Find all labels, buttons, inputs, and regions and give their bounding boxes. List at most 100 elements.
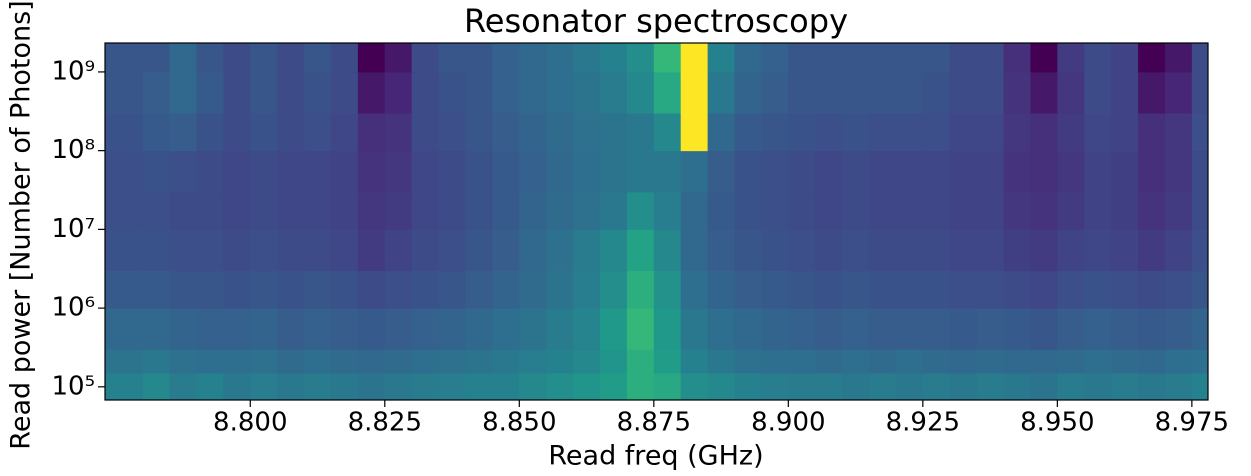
heatmap-cell (976, 270, 1005, 309)
heatmap-cell (1138, 349, 1166, 374)
heatmap-cell (250, 349, 278, 374)
heatmap-cell (1111, 113, 1139, 152)
heatmap-cell (142, 71, 171, 114)
heatmap-cell (277, 270, 305, 309)
heatmap-cell (976, 308, 1005, 350)
heatmap-cell (330, 270, 359, 309)
x-tick-label: 8.950 (1020, 408, 1094, 438)
heatmap-cell (357, 372, 386, 401)
heatmap-cell (869, 229, 897, 272)
heatmap-cell (949, 113, 978, 152)
y-tick-label: 10⁵ (51, 371, 95, 401)
heatmap-cell (438, 349, 466, 374)
heatmap-cell (1138, 191, 1166, 230)
heatmap-cell (1191, 270, 1209, 309)
heatmap-cell (869, 43, 897, 73)
heatmap-cell (922, 349, 951, 374)
heatmap-cell (869, 150, 897, 193)
heatmap-cell (734, 372, 762, 401)
heatmap-cell (105, 270, 144, 309)
heatmap-cell (1084, 308, 1112, 350)
heatmap-cell (680, 372, 709, 401)
heatmap-cell (384, 308, 413, 350)
heatmap-cell (680, 229, 709, 272)
heatmap-cell (842, 43, 870, 73)
heatmap-cell (761, 191, 789, 230)
heatmap-cell (277, 229, 305, 272)
heatmap-cell (734, 71, 762, 114)
heatmap-cell (788, 113, 816, 152)
heatmap-cell (357, 71, 386, 114)
heatmap-cell (492, 229, 520, 272)
heatmap-cell (1057, 270, 1085, 309)
heatmap-cell (223, 308, 251, 350)
heatmap-cell (519, 372, 547, 401)
heatmap-cell (223, 43, 251, 73)
heatmap-cell (626, 150, 655, 193)
heatmap-cell (1164, 229, 1193, 272)
heatmap-cell (815, 113, 843, 152)
heatmap-cell (761, 372, 789, 401)
heatmap-cell (976, 150, 1005, 193)
heatmap-cell (842, 349, 870, 374)
heatmap-cell (761, 43, 789, 73)
heatmap-cell (707, 71, 736, 114)
heatmap-cell (842, 71, 870, 114)
heatmap-cell (169, 270, 197, 309)
heatmap-cell (1084, 270, 1112, 309)
heatmap-cell (680, 43, 709, 73)
heatmap-cell (384, 43, 413, 73)
heatmap-cell (734, 349, 762, 374)
heatmap-cell (384, 349, 413, 374)
heatmap-cell (519, 229, 547, 272)
heatmap-cell (1111, 43, 1139, 73)
heatmap-cell (465, 372, 493, 401)
heatmap-cell (411, 270, 440, 309)
heatmap-cell (1191, 113, 1209, 152)
heatmap-cell (384, 113, 413, 152)
heatmap-cell (815, 349, 843, 374)
heatmap-cell (761, 113, 789, 152)
heatmap-cell (546, 229, 574, 272)
heatmap-cell (788, 43, 816, 73)
heatmap-cell (1030, 229, 1058, 272)
heatmap-cell (976, 229, 1005, 272)
heatmap-cell (546, 349, 574, 374)
heatmap-cell (869, 191, 897, 230)
heatmap-cell (169, 229, 197, 272)
heatmap-cell (1084, 349, 1112, 374)
heatmap-cell (411, 71, 440, 114)
heatmap-cell (519, 43, 547, 73)
heatmap-cell (600, 191, 628, 230)
heatmap-cell (600, 349, 628, 374)
heatmap-cell (1084, 43, 1112, 73)
heatmap-cell (626, 372, 655, 401)
heatmap-cell (1111, 71, 1139, 114)
heatmap-cell (842, 229, 870, 272)
heatmap-cell (411, 150, 440, 193)
heatmap-cell (653, 372, 682, 401)
heatmap-cell (788, 372, 816, 401)
heatmap-cell (842, 113, 870, 152)
heatmap-cell (761, 229, 789, 272)
heatmap-cell (949, 43, 978, 73)
heatmap-cell (1111, 349, 1139, 374)
heatmap-cell (922, 43, 951, 73)
heatmap (105, 43, 1209, 401)
heatmap-cell (573, 113, 601, 152)
heatmap-cell (1057, 150, 1085, 193)
heatmap-cell (1057, 229, 1085, 272)
heatmap-cell (1003, 113, 1031, 152)
heatmap-cell (546, 150, 574, 193)
heatmap-cell (357, 43, 386, 73)
heatmap-cell (1003, 372, 1031, 401)
heatmap-cell (1191, 372, 1209, 401)
heatmap-cell (546, 191, 574, 230)
heatmap-cell (330, 113, 359, 152)
heatmap-cell (1111, 308, 1139, 350)
heatmap-cell (465, 308, 493, 350)
heatmap-cell (600, 71, 628, 114)
heatmap-cell (196, 308, 224, 350)
heatmap-cell (277, 349, 305, 374)
